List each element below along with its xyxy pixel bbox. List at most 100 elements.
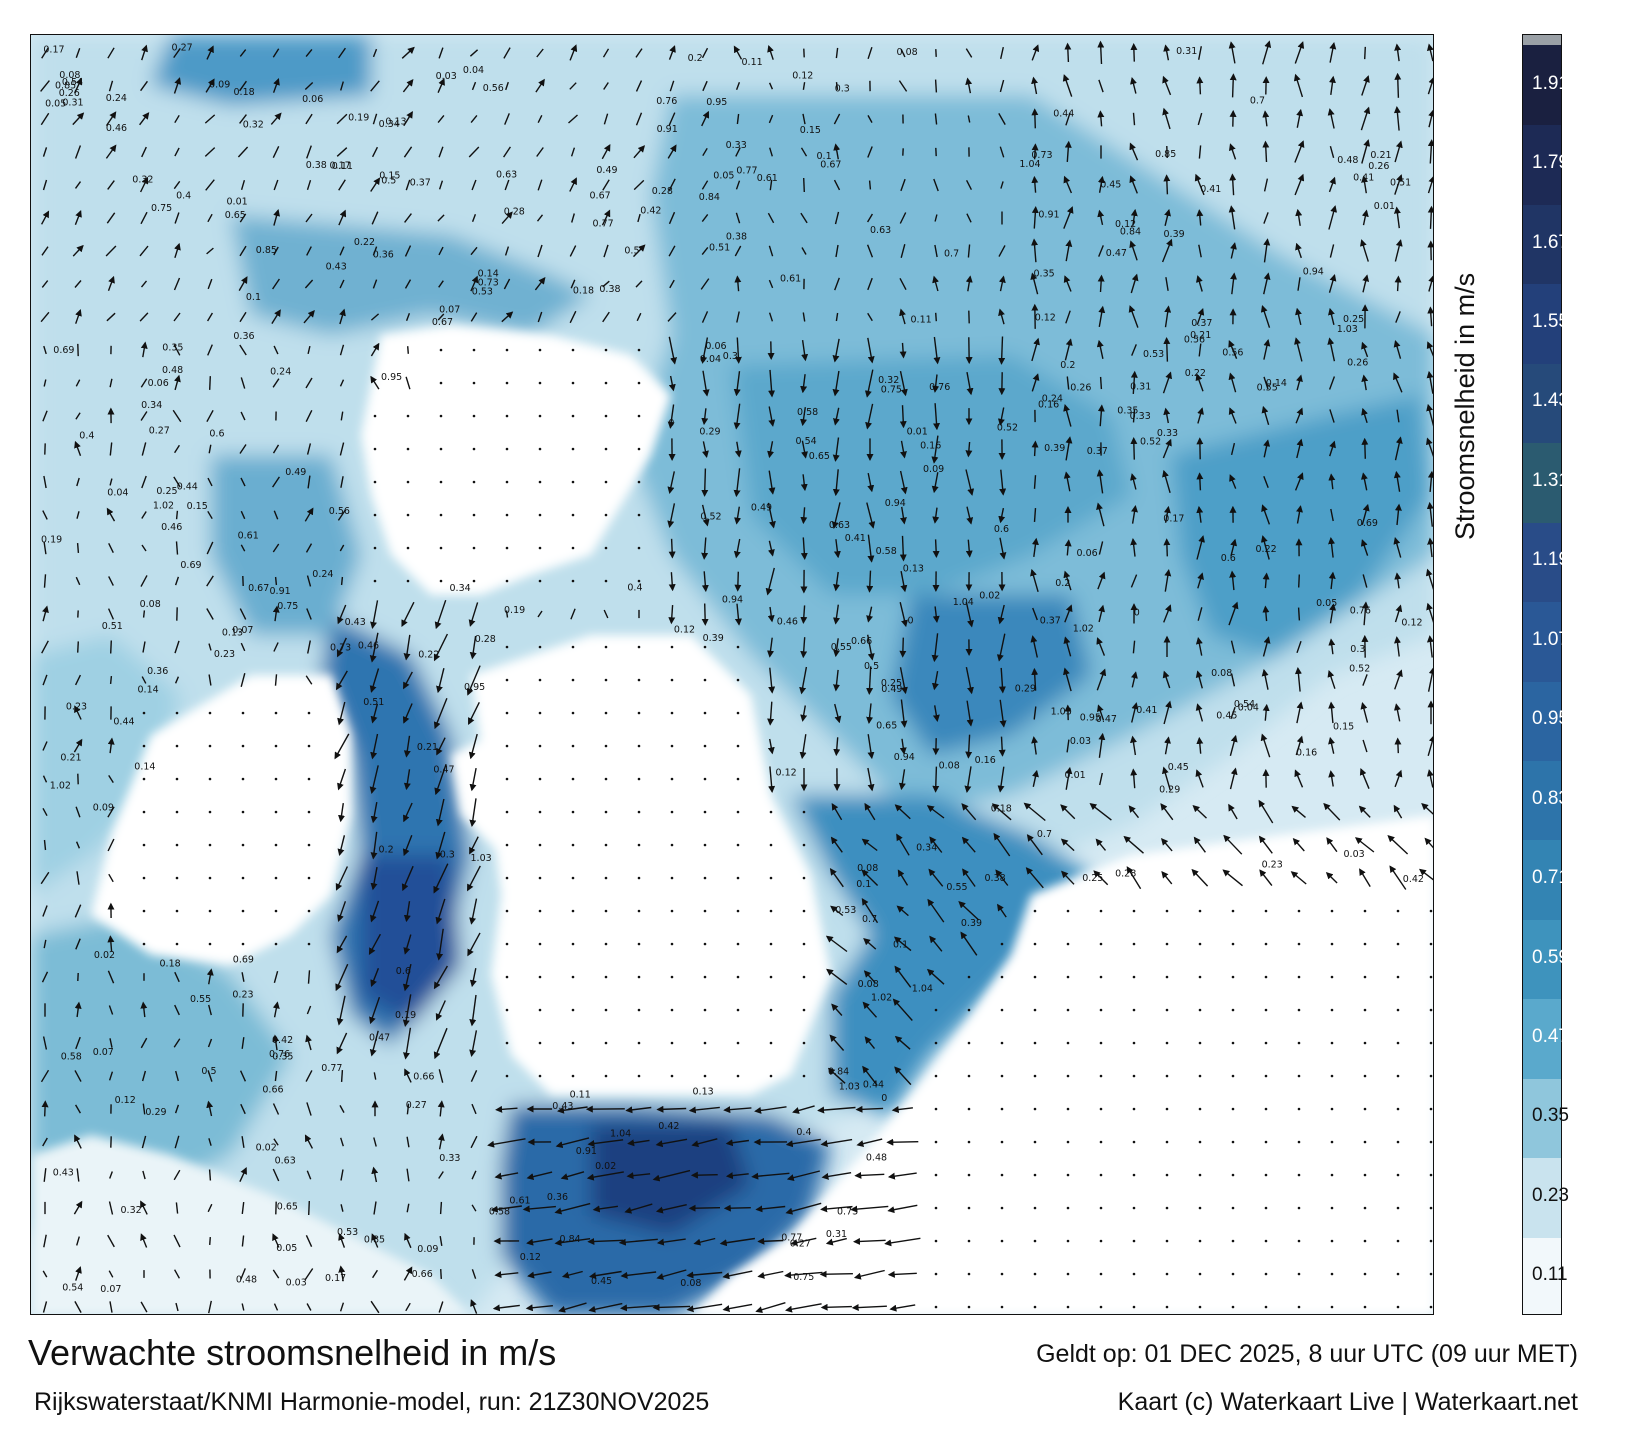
current-arrow — [668, 375, 676, 392]
current-arrow — [830, 905, 844, 917]
current-arrow — [900, 178, 906, 192]
current-arrow — [174, 1104, 180, 1114]
current-arrow — [1291, 805, 1306, 818]
land-grid-dot — [670, 711, 674, 715]
current-arrow — [108, 1005, 114, 1015]
current-arrow — [667, 144, 677, 159]
land-grid-dot — [538, 1008, 542, 1012]
current-arrow — [1393, 537, 1402, 558]
current-speed-label: 0.55 — [1257, 382, 1278, 393]
land-grid-dot — [1429, 909, 1433, 913]
current-arrow — [338, 1233, 346, 1248]
current-speed-map[interactable]: 0.19 0.08 0.18 0.07 0.05 0.08 0.1 0.13 0.12 0.09 0… — [30, 34, 1434, 1315]
current-arrow — [1163, 538, 1171, 557]
current-arrow — [1394, 503, 1402, 526]
land-grid-dot — [670, 744, 674, 748]
current-arrow — [173, 277, 181, 291]
land-grid-dot — [1066, 1041, 1070, 1045]
current-arrow — [1360, 472, 1368, 491]
colorbar-overflow — [1523, 35, 1561, 45]
current-arrow — [935, 312, 937, 322]
current-arrow — [833, 604, 840, 625]
land-grid-dot — [934, 1305, 938, 1309]
current-speed-label: 0.75 — [793, 1272, 814, 1283]
current-arrow — [884, 1237, 921, 1247]
current-speed-label: 0.36 — [547, 1192, 568, 1203]
current-arrow — [337, 701, 346, 726]
current-arrow — [205, 179, 215, 191]
land-grid-dot — [670, 1074, 674, 1078]
current-arrow — [403, 634, 411, 661]
current-speed-label: 0.48 — [162, 365, 183, 376]
current-arrow — [406, 1168, 410, 1182]
current-arrow — [370, 968, 380, 988]
land-grid-dot — [736, 942, 740, 946]
current-arrow — [306, 179, 312, 191]
colorbar-segment — [1523, 203, 1561, 285]
current-arrow — [701, 537, 709, 560]
current-arrow — [206, 1100, 214, 1117]
land-grid-dot — [538, 414, 542, 418]
current-arrow — [239, 49, 247, 57]
current-arrow — [1328, 537, 1336, 558]
current-arrow — [469, 994, 477, 1027]
colorbar-segment — [1523, 601, 1561, 682]
current-arrow — [1293, 73, 1304, 98]
current-speed-label: 0.84 — [828, 1066, 849, 1077]
current-speed-label: 0.76 — [929, 382, 950, 393]
colorbar-tick-label: 1.91 — [1532, 72, 1569, 94]
current-arrow — [1131, 505, 1138, 524]
current-arrow — [820, 1205, 853, 1213]
current-speed-label: 1.03 — [1051, 706, 1072, 717]
current-arrow — [468, 733, 478, 760]
current-arrow — [1262, 140, 1270, 163]
current-arrow — [1099, 772, 1103, 786]
current-arrow — [1132, 112, 1136, 126]
land-grid-dot — [1429, 1140, 1433, 1144]
current-arrow — [1393, 339, 1402, 359]
current-speed-label: 0.24 — [1042, 394, 1063, 405]
current-speed-label: 0.21 — [60, 752, 81, 763]
current-speed-label: 0.35 — [1034, 268, 1055, 279]
current-arrow — [867, 312, 873, 322]
current-arrow — [504, 113, 510, 125]
land-grid-dot — [1264, 1272, 1268, 1276]
current-speed-label: 0.06 — [705, 341, 726, 352]
current-arrow — [867, 472, 875, 493]
current-speed-label: 0.24 — [312, 569, 333, 580]
land-grid-dot — [1165, 975, 1169, 979]
current-arrow — [404, 213, 412, 223]
current-speed-label: 0.11 — [911, 315, 932, 326]
land-grid-dot — [274, 843, 278, 847]
current-arrow — [108, 80, 114, 92]
land-grid-dot — [637, 348, 641, 352]
current-arrow — [1063, 404, 1072, 427]
current-speed-label: 0.65 — [225, 210, 246, 221]
land-grid-dot — [472, 447, 476, 451]
land-grid-dot — [1363, 1305, 1367, 1309]
current-arrow — [522, 1205, 556, 1213]
current-arrow — [1328, 376, 1336, 390]
current-speed-label: 0.4 — [627, 583, 642, 594]
land-grid-dot — [1297, 1272, 1301, 1276]
current-arrow — [109, 378, 113, 388]
current-speed-label: 0.05 — [713, 171, 734, 182]
land-grid-dot — [373, 447, 377, 451]
current-arrow — [438, 1171, 444, 1179]
land-grid-dot — [670, 942, 674, 946]
land-grid-dot — [208, 843, 212, 847]
current-arrow — [736, 311, 740, 323]
current-arrow — [1426, 769, 1433, 788]
current-speed-label: 0.75 — [277, 601, 298, 612]
land-grid-dot — [505, 447, 509, 451]
current-arrow — [437, 214, 445, 222]
land-grid-dot — [1033, 1206, 1037, 1210]
land-grid-dot — [1264, 1239, 1268, 1243]
current-arrow — [1163, 337, 1171, 362]
current-arrow — [142, 610, 146, 618]
current-arrow — [438, 246, 444, 256]
land-grid-dot — [637, 645, 641, 649]
current-arrow — [404, 1068, 412, 1083]
current-arrow — [1298, 574, 1300, 588]
current-arrow — [142, 641, 146, 653]
